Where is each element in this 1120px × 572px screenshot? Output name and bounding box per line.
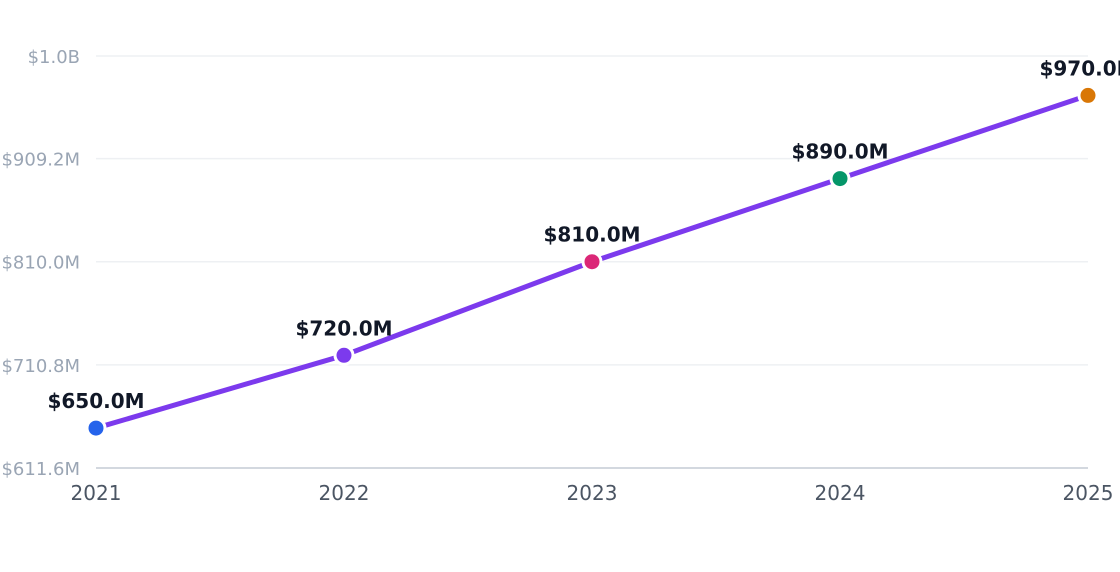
y-tick-label: $909.2M	[1, 150, 80, 171]
data-point[interactable]	[1077, 84, 1099, 106]
data-label: $720.0M	[295, 316, 392, 340]
x-tick-label: 2021	[71, 481, 122, 505]
y-tick-label: $810.0M	[1, 253, 80, 274]
data-point[interactable]	[581, 251, 603, 273]
x-axis: 2021 2022 2023 2024 2025	[71, 481, 1114, 505]
x-tick-label: 2025	[1063, 481, 1114, 505]
y-tick-label: $611.6M	[1, 459, 80, 480]
data-point[interactable]	[333, 344, 355, 366]
data-points	[85, 84, 1099, 439]
data-label: $970.0M	[1039, 56, 1120, 80]
y-tick-label: $710.8M	[1, 356, 80, 377]
data-labels: $650.0M $720.0M $810.0M $890.0M $970.0M	[47, 56, 1120, 413]
data-label: $650.0M	[47, 389, 144, 413]
x-tick-label: 2023	[567, 481, 618, 505]
data-point[interactable]	[85, 417, 107, 439]
x-tick-label: 2022	[319, 481, 370, 505]
data-label: $810.0M	[543, 223, 640, 247]
y-axis: $611.6M $710.8M $810.0M $909.2M $1.0B	[1, 47, 80, 480]
y-tick-label: $1.0B	[28, 47, 80, 68]
data-point[interactable]	[829, 168, 851, 190]
x-tick-label: 2024	[815, 481, 866, 505]
data-label: $890.0M	[791, 140, 888, 164]
